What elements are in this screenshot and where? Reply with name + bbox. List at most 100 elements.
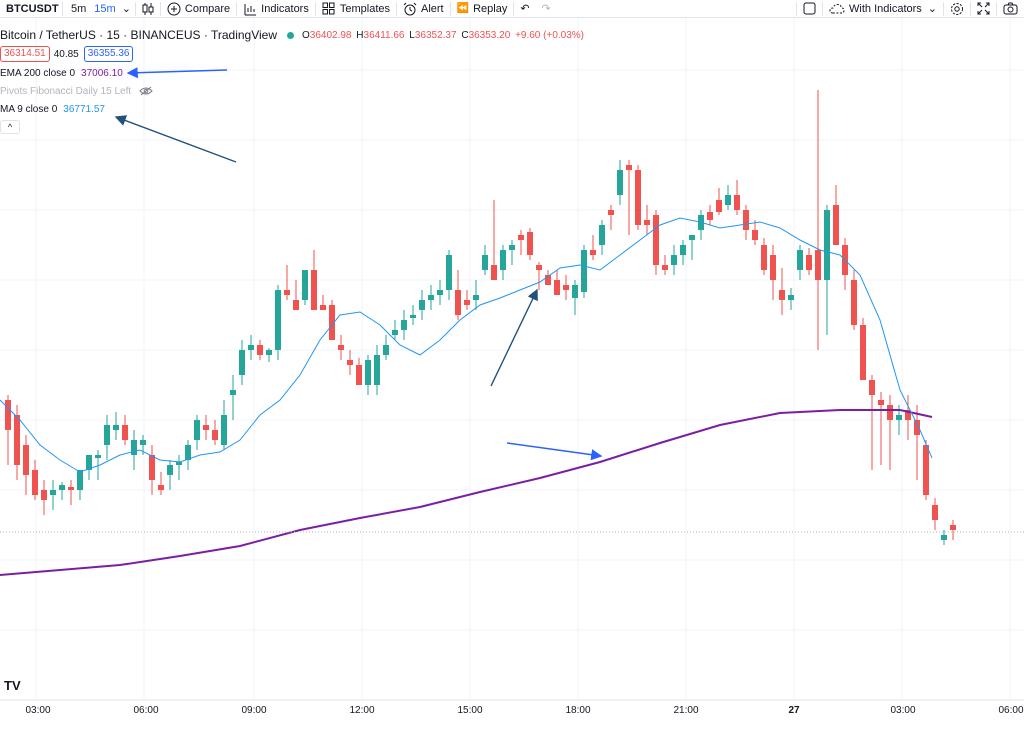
candle-body: [806, 255, 812, 270]
divider: [970, 1, 971, 16]
tradingview-logo: TV: [4, 678, 21, 693]
indicators-icon: [244, 3, 257, 15]
time-axis-label: 03:00: [890, 705, 915, 716]
settings-button[interactable]: [944, 0, 970, 18]
templates-button[interactable]: Templates: [316, 0, 396, 18]
candle-body: [662, 265, 668, 270]
candle-body: [32, 470, 38, 495]
compare-button[interactable]: Compare: [161, 0, 236, 18]
spread-value: 40.85: [53, 48, 79, 60]
symbol-header-row: Bitcoin / TetherUS · 15 · BINANCEUS · Tr…: [0, 26, 584, 44]
indicator-row-pivots[interactable]: Pivots Fibonacci Daily 15 Left: [0, 82, 584, 100]
candle-body: [599, 225, 605, 245]
fullscreen-button[interactable]: [971, 0, 996, 18]
candle-body: [914, 420, 920, 435]
indicator-value: 36771.57: [63, 103, 105, 115]
indicator-row-ma[interactable]: MA 9 close 0 36771.57: [0, 100, 584, 118]
candle-body: [41, 490, 47, 500]
annotation-arrows: [114, 67, 603, 461]
candle-body: [572, 285, 578, 298]
candle-body: [149, 455, 155, 480]
candle-body: [221, 415, 227, 445]
interval-dropdown[interactable]: ⌄: [118, 0, 135, 18]
candle-body: [59, 485, 65, 490]
candle-body: [401, 320, 407, 330]
time-axis[interactable]: 03:00 06:00 09:00 12:00 15:00 18:00 21:00 27 03:…: [25, 705, 1023, 716]
time-axis-label: 09:00: [241, 705, 266, 716]
candle-body: [617, 170, 623, 195]
candle-body: [185, 445, 191, 460]
candle-body: [347, 360, 353, 365]
candle-body: [464, 300, 470, 305]
chart-type-button[interactable]: [136, 0, 160, 18]
collapse-legend-button[interactable]: ^: [0, 120, 20, 134]
chart-legend: Bitcoin / TetherUS · 15 · BINANCEUS · Tr…: [0, 26, 584, 136]
indicator-label: MA 9 close 0: [0, 103, 58, 115]
candle-body: [860, 325, 866, 380]
candle-body: [500, 250, 506, 270]
candle-body: [23, 445, 29, 475]
low-value: 36352.37: [414, 29, 457, 41]
chevron-down-icon: ⌄: [927, 3, 937, 15]
candle-body: [50, 490, 56, 495]
rewind-icon: ⏪: [456, 3, 470, 14]
eye-hidden-icon[interactable]: [139, 86, 153, 96]
candle-body: [770, 255, 776, 280]
candle-body: [527, 232, 533, 255]
time-axis-label: 03:00: [25, 705, 50, 716]
ask-price-box[interactable]: 36355.36: [83, 46, 134, 62]
divider: [449, 1, 451, 16]
candle-body: [941, 535, 947, 540]
ma9-line: [0, 217, 933, 473]
symbol-search-button[interactable]: BTCUSDT: [6, 2, 59, 15]
divider: [236, 1, 238, 16]
divider: [314, 1, 316, 16]
candle-body: [14, 415, 20, 465]
candle-body: [266, 350, 272, 355]
undo-icon: ↶: [520, 3, 530, 15]
alert-button[interactable]: Alert: [397, 0, 450, 18]
fullscreen-icon: [977, 2, 990, 15]
candle-body: [248, 345, 254, 350]
candle-body: [680, 245, 686, 255]
candle-body: [212, 430, 218, 440]
candle-body: [779, 290, 785, 300]
candle-body: [356, 365, 362, 385]
candle-body: [428, 295, 434, 300]
save-layout-button[interactable]: With Indicators ⌄: [823, 0, 943, 18]
candle-body: [482, 255, 488, 270]
bid-price-box[interactable]: 36314.51: [0, 46, 50, 62]
snapshot-button[interactable]: [997, 0, 1024, 18]
candle-body: [446, 255, 452, 290]
redo-icon: ↷: [541, 3, 551, 15]
candle-body: [320, 305, 326, 310]
candle-body: [374, 355, 380, 385]
redo-button[interactable]: ↷: [536, 0, 557, 18]
interval-15m-button[interactable]: 15m: [94, 2, 116, 15]
replay-button[interactable]: ⏪ Replay: [451, 0, 514, 18]
candle-body: [797, 250, 803, 270]
symbol-title[interactable]: Bitcoin / TetherUS · 15 · BINANCEUS · Tr…: [0, 28, 277, 42]
time-axis-label: 06:00: [133, 705, 158, 716]
layout-select-button[interactable]: [797, 0, 822, 18]
candle-body: [590, 250, 596, 255]
high-prefix: H: [356, 29, 364, 41]
candle-body: [653, 215, 659, 265]
undo-button[interactable]: ↶: [514, 0, 535, 18]
interval-5m-button[interactable]: 5m: [71, 2, 87, 15]
candle-body: [878, 400, 884, 405]
cloud-icon: [829, 3, 845, 13]
arrow-ema-label: [126, 67, 228, 79]
compare-label: Compare: [184, 2, 231, 15]
candle-body: [752, 230, 758, 240]
divider: [62, 1, 63, 16]
indicators-button[interactable]: Indicators: [237, 0, 315, 18]
square-icon: [803, 2, 816, 15]
candle-body: [203, 425, 209, 430]
open-prefix: O: [302, 29, 310, 41]
candle-body: [77, 470, 83, 490]
svg-text:TV: TV: [4, 678, 21, 693]
indicator-row-ema[interactable]: EMA 200 close 0 37006.10: [0, 64, 584, 82]
candle-body: [509, 245, 515, 250]
